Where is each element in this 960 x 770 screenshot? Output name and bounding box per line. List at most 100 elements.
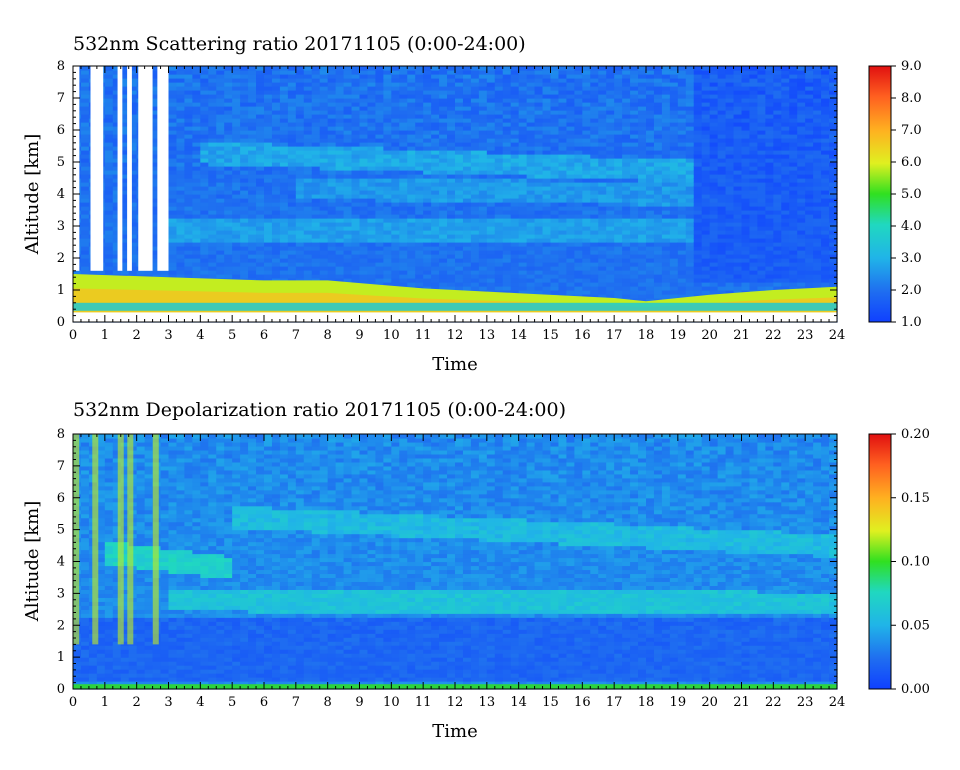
heatmap-cell	[415, 270, 424, 275]
heatmap-cell	[311, 102, 321, 107]
heatmap-cell	[367, 66, 377, 71]
heatmap-cell	[470, 222, 480, 227]
heatmap-cell	[646, 270, 655, 275]
heatmap-cell	[359, 126, 369, 131]
heatmap-cell	[582, 170, 591, 175]
heatmap-cell	[638, 198, 647, 203]
heatmap-cell	[152, 118, 162, 123]
heatmap-cell	[574, 118, 583, 123]
heatmap-cell	[319, 182, 329, 187]
heatmap-cell	[415, 178, 424, 183]
heatmap-cell	[112, 86, 122, 91]
heatmap-cell	[415, 278, 424, 283]
heatmap-cell	[279, 214, 289, 219]
heatmap-cell	[518, 126, 528, 131]
heatmap-cell	[367, 146, 377, 151]
heatmap-cell	[224, 262, 233, 267]
heatmap-cell	[152, 198, 162, 203]
heatmap-cell	[462, 150, 472, 155]
heatmap-cell	[558, 134, 568, 139]
heatmap-cell	[248, 238, 257, 243]
heatmap-cell	[176, 122, 186, 127]
heatmap-cell	[295, 78, 305, 83]
heatmap-cell	[327, 126, 337, 131]
heatmap-cell	[216, 126, 225, 131]
heatmap-cell	[128, 74, 138, 79]
heatmap-cell	[407, 162, 416, 167]
heatmap-cell	[208, 230, 217, 235]
heatmap-cell	[271, 258, 281, 263]
heatmap-cell	[550, 226, 560, 231]
heatmap-cell	[224, 234, 233, 239]
heatmap-cell	[327, 74, 337, 79]
heatmap-cell	[351, 270, 361, 275]
heatmap-cell	[327, 70, 337, 75]
heatmap-cell	[128, 86, 138, 91]
heatmap-cell	[359, 210, 369, 215]
heatmap-cell	[303, 98, 313, 103]
heatmap-cell	[494, 122, 504, 127]
heatmap-cell	[224, 242, 233, 247]
heatmap-cell	[590, 130, 599, 135]
heatmap-cell	[200, 142, 209, 147]
heatmap-cell	[391, 250, 400, 255]
heatmap-cell	[534, 182, 544, 187]
heatmap-cell	[685, 150, 695, 155]
heatmap-cell	[677, 214, 687, 219]
heatmap-cell	[271, 66, 281, 71]
heatmap-cell	[343, 82, 353, 87]
heatmap-cell	[351, 70, 361, 75]
heatmap-cell	[502, 166, 512, 171]
heatmap-cell	[622, 218, 631, 223]
heatmap-cell	[120, 98, 130, 103]
heatmap-cell	[582, 118, 591, 123]
heatmap-cell	[271, 150, 281, 155]
heatmap-cell	[478, 214, 488, 219]
heatmap-cell	[264, 246, 273, 251]
heatmap-cell	[646, 78, 655, 83]
heatmap-cell	[128, 90, 138, 95]
heatmap-cell	[327, 230, 337, 235]
heatmap-cell	[614, 118, 623, 123]
heatmap-cell	[502, 274, 512, 279]
heatmap-cell	[248, 142, 257, 147]
heatmap-cell	[470, 82, 480, 87]
heatmap-cell	[248, 234, 257, 239]
heatmap-cell	[470, 118, 480, 123]
heatmap-cell	[271, 134, 281, 139]
heatmap-cell	[431, 98, 440, 103]
heatmap-cell	[112, 190, 122, 195]
heatmap-cell	[486, 158, 496, 163]
heatmap-cell	[367, 210, 377, 215]
heatmap-cell	[192, 210, 201, 215]
heatmap-cell	[470, 218, 480, 223]
heatmap-cell	[112, 102, 122, 107]
heatmap-cell	[462, 126, 472, 131]
heatmap-cell	[311, 254, 321, 259]
heatmap-cell	[80, 106, 90, 111]
heatmap-cell	[319, 142, 329, 147]
heatmap-cell	[200, 134, 209, 139]
heatmap-cell	[542, 214, 552, 219]
heatmap-cell	[112, 162, 122, 167]
heatmap-cell	[550, 214, 560, 219]
heatmap-cell	[486, 86, 496, 91]
heatmap-cell	[534, 254, 544, 259]
heatmap-cell	[112, 78, 122, 83]
heatmap-cell	[542, 110, 552, 115]
heatmap-cell	[470, 138, 480, 143]
heatmap-cell	[399, 234, 408, 239]
heatmap-cell	[685, 162, 695, 167]
heatmap-cell	[606, 186, 615, 191]
heatmap-cell	[478, 106, 488, 111]
heatmap-cell	[486, 182, 496, 187]
heatmap-cell	[534, 118, 544, 123]
heatmap-cell	[598, 218, 607, 223]
heatmap-cell	[128, 226, 138, 231]
heatmap-cell	[80, 114, 90, 119]
heatmap-cell	[112, 130, 122, 135]
heatmap-cell	[606, 126, 615, 131]
heatmap-cell	[638, 162, 647, 167]
heatmap-cell	[502, 82, 512, 87]
heatmap-cell	[279, 178, 289, 183]
